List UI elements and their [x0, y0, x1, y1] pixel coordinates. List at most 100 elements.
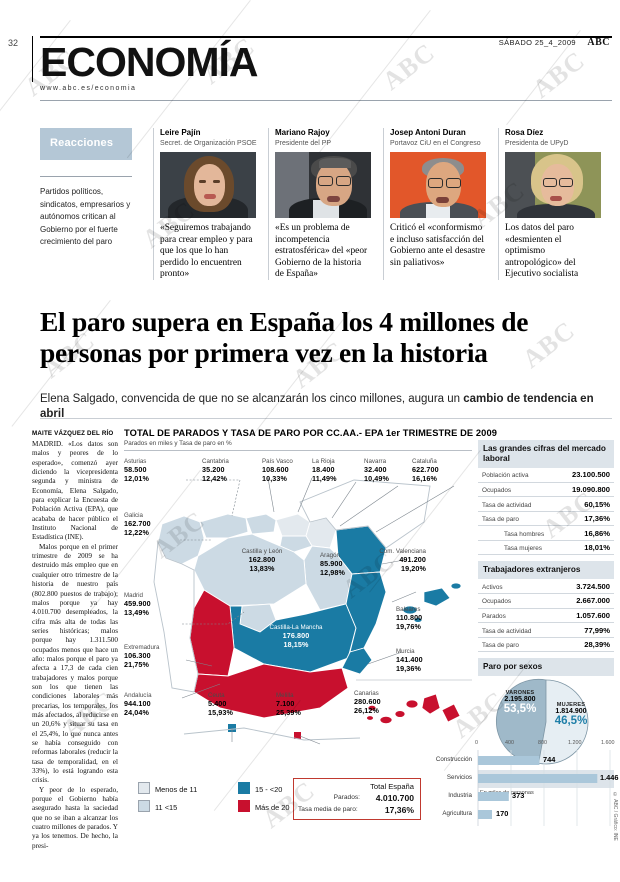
column-separator — [268, 128, 269, 280]
graphic-rule — [124, 450, 472, 451]
map-label-ceuta: Ceuta 5.400 15,93% — [208, 692, 233, 717]
article-paragraph: Y peor de lo esperado, porque el Gobiern… — [32, 785, 118, 850]
article-paragraph: Malos porque en el primer trimestre de 2… — [32, 542, 119, 785]
column-separator — [383, 128, 384, 280]
legend-item-15-20[interactable]: 15 - <20 — [238, 782, 282, 794]
bar-construccion — [478, 756, 540, 765]
map-label-extremadura: Extremadura 106.300 21,75% — [124, 644, 160, 669]
legend-swatch-icon — [238, 800, 250, 812]
column-separator — [153, 128, 154, 280]
foreign-workers-table: Activos 3.724.500 Ocupados 2.667.000 Par… — [478, 579, 614, 653]
map-label-castilla-y-leon: Castilla y León 162.800 13,83% — [241, 548, 283, 573]
article-headline: El paro supera en España los 4 millones … — [40, 306, 529, 368]
map-region-france — [299, 479, 431, 549]
paro-por-sexos-chart: VARONES 2.195.800 53,5% MUJERES 1.814.90… — [478, 676, 614, 768]
bar-servicios — [478, 774, 598, 783]
map-label-baleares: Baleares 110.800 19,76% — [396, 606, 423, 631]
big-numbers-table: Población activa 23.100.500 Ocupados 19.… — [478, 468, 614, 556]
row-label: Tasa hombres — [504, 530, 545, 538]
table-row: Población activa 23.100.500 — [478, 468, 614, 483]
map-label-la-rioja: La Rioja 18.400 11,49% — [312, 458, 337, 483]
reaction-portrait-leire-pajin — [160, 152, 256, 218]
map-region-cantabria — [245, 513, 277, 535]
row-value: 19.090.800 — [571, 484, 610, 494]
map-svg — [153, 477, 472, 745]
reaction-portrait-josep-antoni-duran — [390, 152, 486, 218]
reaction-person-role: Secret. de Organización PSOE — [160, 140, 257, 147]
sector-bar-chart: 0 400 800 1.200 1.600 Construcción Servi… — [418, 740, 619, 832]
reactions-badge-label: Reacciones — [50, 137, 114, 149]
bar-value-agricultura: 170 — [496, 809, 509, 818]
total-box-parados-value: 4.010.700 — [375, 793, 414, 803]
total-box-tasa-label: Tasa media de paro: — [298, 806, 358, 813]
row-label: Activos — [482, 583, 503, 591]
reaction-card-rosa-diez[interactable]: Rosa Díez Presidenta de UPyD Los datos d… — [505, 128, 602, 281]
reaction-quote: Los datos del paro «desmienten el optimi… — [505, 223, 579, 280]
row-value: 17,36% — [584, 514, 610, 524]
legend-item-mas-de-20[interactable]: Más de 20 — [238, 800, 290, 812]
map-region-baleares — [402, 582, 462, 623]
foreign-workers-title: Trabajadores extranjeros — [478, 561, 614, 580]
legend-item-menos-de-11[interactable]: Menos de 11 — [138, 782, 197, 794]
row-label: Tasa de paro — [482, 516, 519, 524]
total-spain-box: Total España Parados: 4.010.700 Tasa med… — [293, 778, 421, 820]
subhead-plain: Elena Salgado, convencida de que no se a… — [40, 393, 464, 405]
legend-label: 15 - <20 — [255, 785, 283, 794]
reaction-card-josep-antoni-duran[interactable]: Josep Antoni Duran Portavoz CiU en el Co… — [390, 128, 487, 269]
map-label-canarias: Canarias 280.600 26,12% — [354, 690, 381, 715]
map-label-aragon: Aragón 85.900 12,98% — [320, 552, 345, 577]
legend-swatch-icon — [138, 782, 150, 794]
header-top-rule — [40, 36, 612, 38]
row-value: 60,15% — [584, 499, 610, 509]
map-label-melilla: Melilla 7.100 25,39% — [276, 692, 301, 717]
reactions-band: Reacciones Partidos políticos, sindicato… — [40, 128, 612, 280]
x-tick-400: 400 — [505, 740, 514, 746]
table-row: Tasa de actividad 77,99% — [478, 623, 614, 638]
reaction-person-name: Leire Pajín — [160, 128, 201, 137]
row-value: 16,86% — [584, 528, 610, 538]
total-box-parados-label: Parados: — [333, 794, 360, 801]
header-bottom-rule — [40, 100, 612, 101]
row-label: Tasa de paro — [482, 642, 519, 650]
map-label-castilla-la-mancha: Castilla-La Mancha 176.800 18,15% — [269, 624, 323, 649]
row-value: 2.667.000 — [576, 596, 610, 606]
map-region-pais-vasco — [275, 513, 311, 537]
legend-item-11-15[interactable]: 11 <15 — [138, 800, 177, 812]
header-brand: ABC — [587, 37, 610, 48]
big-numbers-title: Las grandes cifras del mercado laboral — [478, 440, 614, 468]
category-servicios: Servicios — [446, 774, 472, 781]
x-tick-800: 800 — [538, 740, 547, 746]
row-value: 28,39% — [584, 640, 610, 650]
bar-value-construccion: 744 — [543, 755, 556, 764]
legend-label: Más de 20 — [255, 803, 290, 812]
section-url[interactable]: www.abc.es/economia — [40, 85, 137, 92]
reactions-lead: Partidos políticos, sindicatos, empresar… — [40, 187, 131, 246]
map-region-asturias — [199, 513, 249, 539]
article-subhead: Elena Salgado, convencida de que no se a… — [40, 392, 612, 422]
bar-agricultura — [478, 810, 492, 819]
category-agricultura: Agricultura — [442, 810, 472, 817]
spain-choropleth-map: Asturias 58.500 12,01% Cantabria 35.200 … — [124, 452, 472, 772]
row-value: 1.057.600 — [576, 611, 610, 621]
category-industria: Industria — [448, 792, 472, 799]
header-vertical-rule — [32, 36, 33, 82]
sector-bar-svg — [477, 750, 611, 826]
bar-industria — [478, 792, 509, 801]
row-label: Parados — [482, 613, 506, 621]
graphic-subtitle: Parados en miles y Tasa de paro en % — [124, 440, 232, 447]
column-separator — [498, 128, 499, 280]
page-folio: 32 — [8, 38, 19, 48]
pie-slice-label-mujeres: MUJERES 1.814.900 46,5% — [554, 702, 588, 728]
graphic-credit: © ABC / Gráfico: INE — [612, 792, 618, 841]
reaction-card-leire-pajin[interactable]: Leire Pajín Secret. de Organización PSOE… — [160, 128, 257, 281]
reaction-card-mariano-rajoy[interactable]: Mariano Rajoy Presidente del PP «Es un p… — [275, 128, 372, 281]
map-region-andalucia — [193, 663, 349, 719]
article-byline: MAITE VÁZQUEZ DEL RÍO — [32, 430, 114, 437]
article-body: MADRID. «Los datos son malos y peores de… — [32, 440, 118, 851]
row-label: Ocupados — [482, 486, 512, 494]
map-label-pais-vasco: País Vasco 108.600 10,33% — [262, 458, 293, 483]
row-value: 18,01% — [584, 543, 610, 553]
table-row: Tasa mujeres 18,01% — [478, 541, 614, 556]
row-label: Tasa de actividad — [482, 501, 532, 509]
map-label-cantabria: Cantabria 35.200 12,42% — [202, 458, 229, 483]
